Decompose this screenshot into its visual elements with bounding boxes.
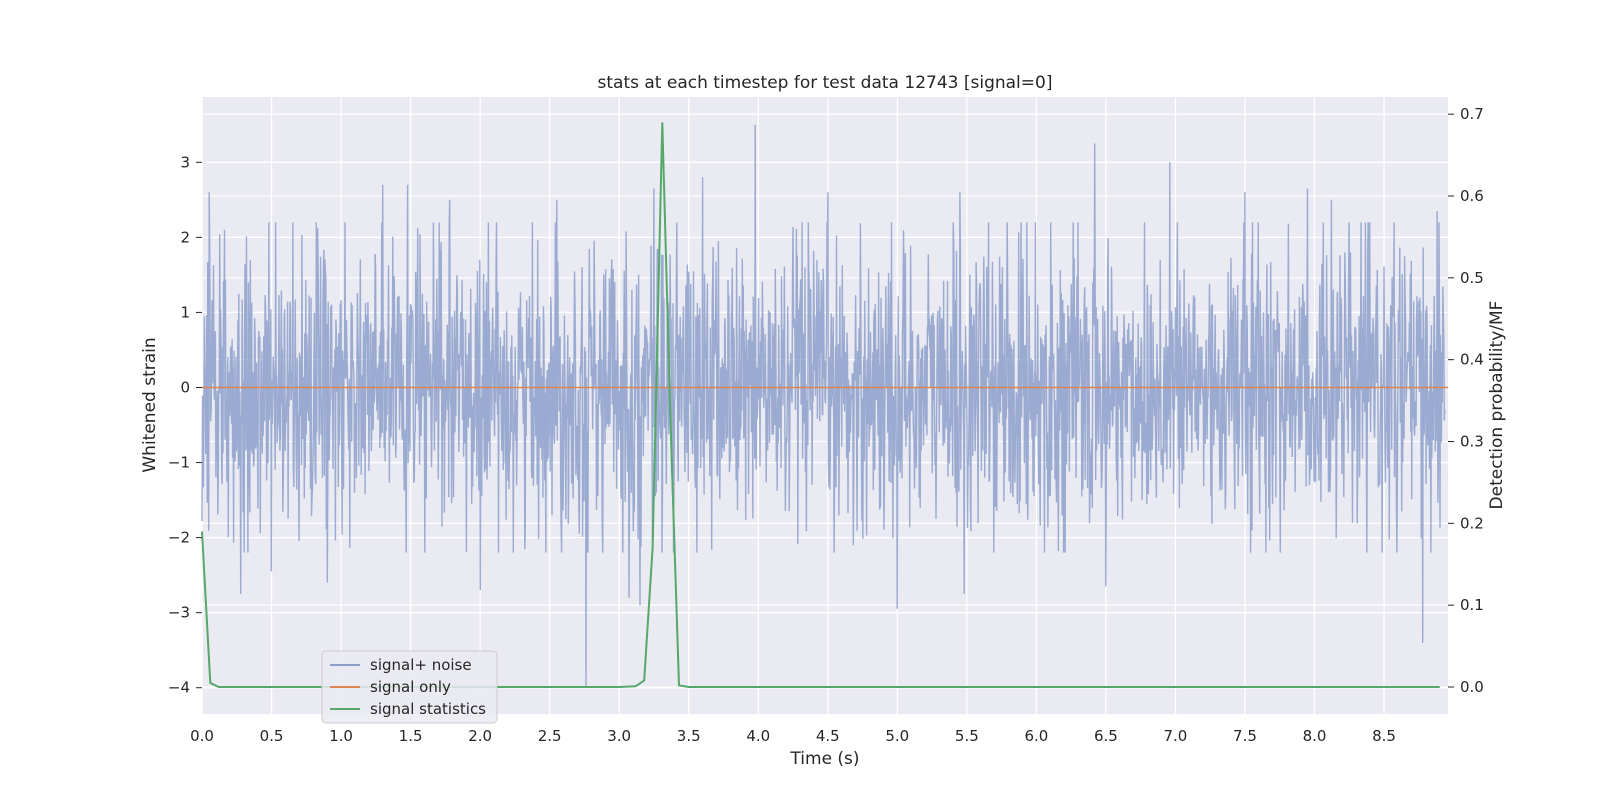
series-signal-noise <box>201 124 1446 688</box>
legend-label: signal+ noise <box>370 656 472 674</box>
x-tick-label: 5.0 <box>885 727 909 745</box>
x-tick-label: 3.5 <box>677 727 701 745</box>
x-tick-label: 5.5 <box>955 727 979 745</box>
y-axis-label: Whitened strain <box>140 337 160 472</box>
y2-axis-label: Detection probability/MF <box>1487 301 1507 510</box>
y2-tick-label: 0.5 <box>1460 269 1484 287</box>
legend: signal+ noise signal only signal statistic… <box>321 650 498 724</box>
y2-tick-label: 0.1 <box>1460 596 1484 614</box>
legend-label: signal statistics <box>370 700 486 718</box>
y-tick-label: 3 <box>180 153 190 171</box>
x-tick-label: 3.0 <box>607 727 631 745</box>
y2-tick-label: 0.2 <box>1460 514 1484 532</box>
legend-box <box>321 650 498 724</box>
y2-tick-label: 0.3 <box>1460 433 1484 451</box>
y2-tick-label: 0.4 <box>1460 351 1484 369</box>
y2-tick-label: 0.0 <box>1460 678 1484 696</box>
x-tick-label: 8.5 <box>1372 727 1396 745</box>
x-tick-label: 0.5 <box>260 727 284 745</box>
x-tick-label: 2.5 <box>538 727 562 745</box>
y-tick-label: −1 <box>168 454 190 472</box>
x-tick-label: 1.5 <box>399 727 423 745</box>
x-tick-label: 8.0 <box>1303 727 1327 745</box>
x-tick-label: 4.5 <box>816 727 840 745</box>
y-tick-label: −2 <box>168 529 190 547</box>
axes: 0.0 0.5 1.0 1.5 2.0 2.5 3.0 3.5 4.0 4.5 5.0 5.5 6.0 6… <box>168 105 1484 745</box>
y2-tick-label: 0.7 <box>1460 105 1484 123</box>
y-tick-label: 0 <box>180 378 190 396</box>
x-tick-label: 6.5 <box>1094 727 1118 745</box>
y-tick-label: 2 <box>180 228 190 246</box>
y-tick-label: −4 <box>168 679 190 697</box>
x-tick-label: 2.0 <box>468 727 492 745</box>
series-layer <box>201 122 1448 688</box>
x-tick-label: 1.0 <box>329 727 353 745</box>
chart-title: stats at each timestep for test data 127… <box>598 73 1053 93</box>
y-tick-label: 1 <box>180 303 190 321</box>
x-tick-label: 6.0 <box>1024 727 1048 745</box>
y-tick-label: −3 <box>168 604 190 622</box>
y2-tick-label: 0.6 <box>1460 187 1484 205</box>
x-tick-label: 7.0 <box>1164 727 1188 745</box>
x-tick-label: 0.0 <box>190 727 214 745</box>
legend-label: signal only <box>370 678 451 696</box>
x-axis-label: Time (s) <box>789 749 859 769</box>
x-tick-label: 7.5 <box>1233 727 1257 745</box>
x-tick-label: 4.0 <box>746 727 770 745</box>
series-signal-statistics <box>201 122 1440 688</box>
